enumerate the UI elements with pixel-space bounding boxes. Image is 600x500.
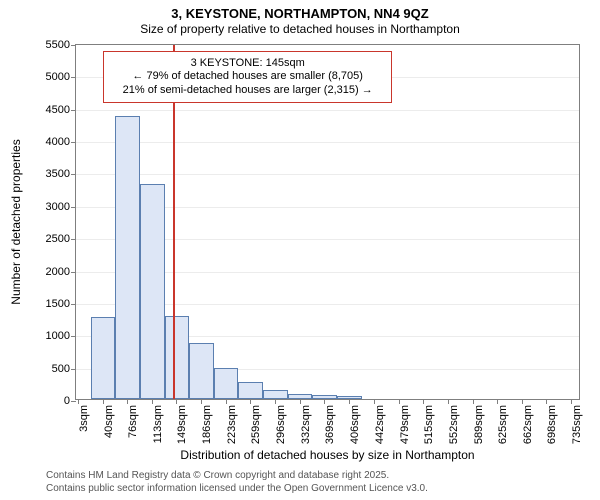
histogram-bar bbox=[214, 368, 239, 399]
x-tick-mark bbox=[324, 399, 325, 404]
y-tick-label: 2000 bbox=[46, 266, 76, 278]
x-tick-label: 259sqm bbox=[250, 405, 262, 444]
x-tick-label: 40sqm bbox=[103, 405, 115, 438]
x-tick-mark bbox=[300, 399, 301, 404]
x-tick-mark bbox=[374, 399, 375, 404]
x-tick-label: 589sqm bbox=[473, 405, 485, 444]
x-tick-label: 149sqm bbox=[176, 405, 188, 444]
y-tick-label: 5000 bbox=[46, 71, 76, 83]
y-tick-label: 5500 bbox=[46, 39, 76, 51]
y-axis-title: Number of detached properties bbox=[9, 139, 23, 304]
histogram-bar bbox=[165, 316, 190, 399]
x-tick-mark bbox=[473, 399, 474, 404]
x-tick-label: 186sqm bbox=[201, 405, 213, 444]
x-tick-label: 113sqm bbox=[152, 405, 164, 443]
x-tick-mark bbox=[152, 399, 153, 404]
histogram-bar bbox=[238, 382, 263, 399]
x-tick-mark bbox=[546, 399, 547, 404]
chart-title: 3, KEYSTONE, NORTHAMPTON, NN4 9QZ bbox=[0, 6, 600, 21]
x-tick-label: 662sqm bbox=[522, 405, 534, 444]
x-tick-mark bbox=[448, 399, 449, 404]
y-gridline bbox=[76, 174, 579, 175]
footer-line-1: Contains HM Land Registry data © Crown c… bbox=[46, 470, 389, 481]
x-tick-mark bbox=[78, 399, 79, 404]
annotation-line: 3 KEYSTONE: 145sqm bbox=[108, 57, 388, 71]
chart-container: 3, KEYSTONE, NORTHAMPTON, NN4 9QZ Size o… bbox=[0, 0, 600, 500]
y-tick-label: 3500 bbox=[46, 168, 76, 180]
annotation-box: 3 KEYSTONE: 145sqm← 79% of detached hous… bbox=[103, 51, 393, 103]
x-tick-label: 479sqm bbox=[399, 405, 411, 444]
x-tick-label: 442sqm bbox=[374, 405, 386, 444]
chart-subtitle: Size of property relative to detached ho… bbox=[0, 22, 600, 36]
x-tick-mark bbox=[103, 399, 104, 404]
x-tick-mark bbox=[201, 399, 202, 404]
x-tick-label: 296sqm bbox=[275, 405, 287, 444]
x-tick-label: 332sqm bbox=[300, 405, 312, 444]
y-tick-label: 1500 bbox=[46, 298, 76, 310]
plot-area: 0500100015002000250030003500400045005000… bbox=[75, 44, 580, 400]
x-tick-label: 625sqm bbox=[497, 405, 509, 444]
x-tick-label: 515sqm bbox=[423, 405, 435, 444]
x-tick-label: 3sqm bbox=[78, 405, 90, 432]
x-tick-label: 76sqm bbox=[127, 405, 139, 438]
x-tick-mark bbox=[275, 399, 276, 404]
y-gridline bbox=[76, 142, 579, 143]
y-tick-label: 1000 bbox=[46, 330, 76, 342]
x-tick-label: 223sqm bbox=[226, 405, 238, 444]
x-tick-mark bbox=[250, 399, 251, 404]
x-tick-label: 406sqm bbox=[349, 405, 361, 444]
y-tick-label: 0 bbox=[64, 395, 76, 407]
y-tick-label: 500 bbox=[52, 363, 76, 375]
annotation-line: ← 79% of detached houses are smaller (8,… bbox=[108, 70, 388, 84]
histogram-bar bbox=[263, 390, 288, 399]
histogram-bar bbox=[115, 116, 140, 400]
x-tick-label: 369sqm bbox=[324, 405, 336, 444]
y-gridline bbox=[76, 110, 579, 111]
x-tick-mark bbox=[497, 399, 498, 404]
annotation-line: 21% of semi-detached houses are larger (… bbox=[108, 84, 388, 98]
histogram-bar bbox=[140, 184, 165, 399]
x-axis-title: Distribution of detached houses by size … bbox=[75, 448, 580, 462]
x-tick-label: 735sqm bbox=[571, 405, 583, 444]
y-tick-label: 3000 bbox=[46, 201, 76, 213]
x-tick-mark bbox=[349, 399, 350, 404]
x-tick-label: 698sqm bbox=[546, 405, 558, 444]
histogram-bar bbox=[189, 343, 214, 399]
x-tick-mark bbox=[176, 399, 177, 404]
x-tick-mark bbox=[522, 399, 523, 404]
histogram-bar bbox=[91, 317, 116, 399]
x-tick-label: 552sqm bbox=[448, 405, 460, 444]
x-tick-mark bbox=[571, 399, 572, 404]
x-tick-mark bbox=[226, 399, 227, 404]
y-tick-label: 2500 bbox=[46, 233, 76, 245]
y-tick-label: 4000 bbox=[46, 136, 76, 148]
x-tick-mark bbox=[127, 399, 128, 404]
x-tick-mark bbox=[399, 399, 400, 404]
footer-line-2: Contains public sector information licen… bbox=[46, 483, 428, 494]
x-tick-mark bbox=[423, 399, 424, 404]
y-tick-label: 4500 bbox=[46, 104, 76, 116]
